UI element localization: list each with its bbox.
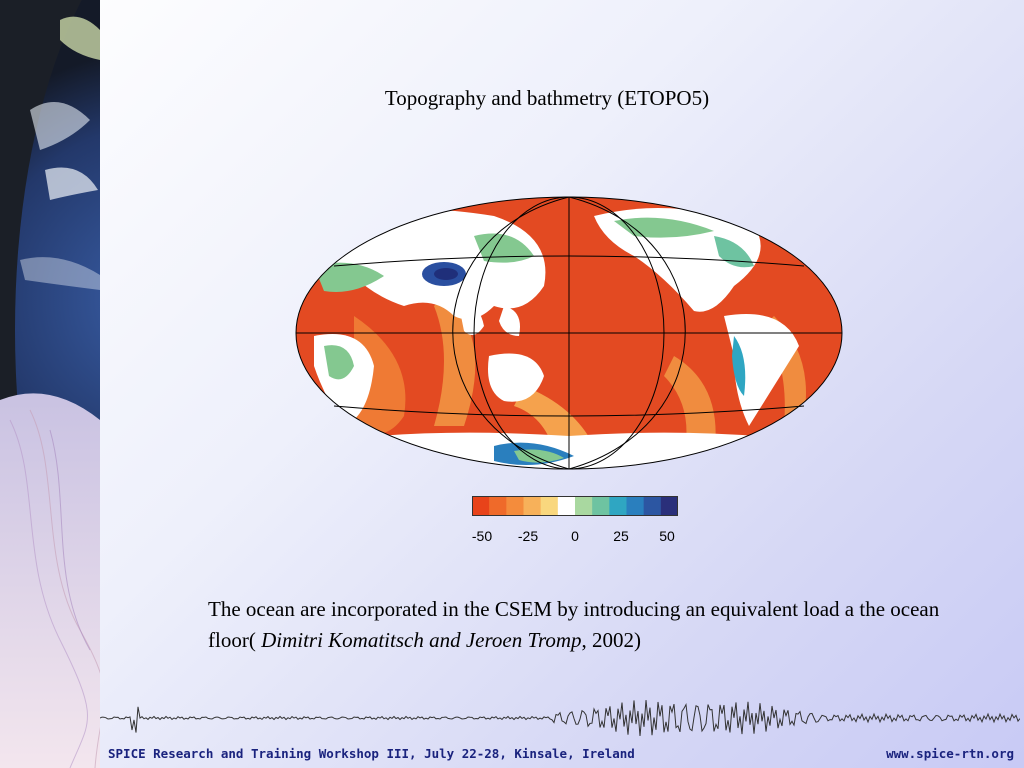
colorbar-cell bbox=[540, 496, 559, 516]
slide-body-text: The ocean are incorporated in the CSEM b… bbox=[208, 594, 968, 656]
seismogram-trace bbox=[99, 692, 1021, 749]
etopo5-world-map bbox=[294, 196, 844, 481]
colorbar-cell bbox=[643, 496, 662, 516]
colorbar-cell bbox=[506, 496, 524, 516]
body-plain: The ocean are incorporated in the CSEM b… bbox=[208, 597, 940, 652]
body-year: , 2002) bbox=[581, 628, 642, 652]
footer: SPICE Research and Training Workshop III… bbox=[108, 744, 1014, 764]
colorbar-tick: -25 bbox=[517, 528, 539, 544]
colorbar-cell bbox=[626, 496, 645, 516]
colorbar-tick: 50 bbox=[659, 528, 675, 544]
colorbar-cell bbox=[592, 496, 610, 516]
slide-title: Topography and bathmetry (ETOPO5) bbox=[384, 86, 710, 110]
colorbar-cell bbox=[523, 496, 542, 516]
colorbar-cell bbox=[660, 496, 679, 516]
footer-website[interactable]: www.spice-rtn.org bbox=[886, 746, 1014, 761]
colorbar-tick: 0 bbox=[571, 528, 579, 544]
footer-workshop: SPICE Research and Training Workshop III… bbox=[108, 746, 635, 761]
body-authors: Dimitri Komatitsch and Jeroen Tromp bbox=[261, 628, 582, 652]
colorbar-tick: 25 bbox=[613, 528, 629, 544]
colorbar-tick: -50 bbox=[471, 528, 493, 544]
colorbar-cell bbox=[557, 496, 576, 516]
earth-side-image bbox=[0, 0, 100, 768]
colorbar-cell bbox=[575, 496, 593, 516]
colorbar-cell bbox=[489, 496, 507, 516]
colorbar-cell bbox=[609, 496, 627, 516]
colorbar-cell bbox=[472, 496, 490, 516]
colorbar bbox=[472, 496, 679, 521]
